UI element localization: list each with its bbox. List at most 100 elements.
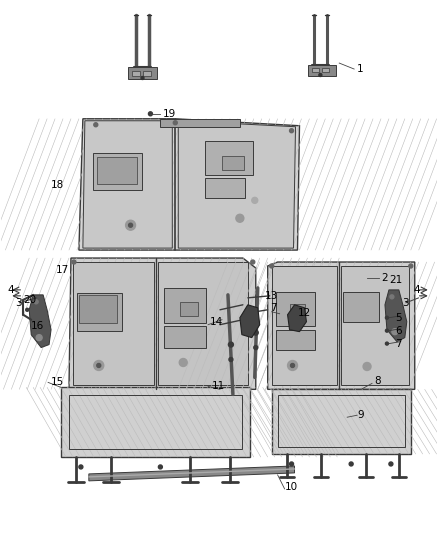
- Circle shape: [254, 345, 258, 350]
- Text: 21: 21: [389, 275, 402, 285]
- Circle shape: [392, 329, 398, 335]
- Circle shape: [94, 123, 98, 127]
- Bar: [222, 156, 244, 169]
- Circle shape: [229, 342, 233, 347]
- Bar: [73, 262, 155, 385]
- Circle shape: [409, 264, 413, 268]
- Circle shape: [97, 364, 101, 367]
- Circle shape: [34, 300, 38, 304]
- Text: 4: 4: [7, 285, 14, 295]
- Text: 15: 15: [51, 377, 64, 387]
- Text: 6: 6: [395, 326, 402, 336]
- Circle shape: [252, 197, 258, 203]
- Circle shape: [26, 308, 29, 311]
- Circle shape: [349, 462, 353, 466]
- Circle shape: [148, 112, 152, 116]
- Bar: [131, 71, 140, 76]
- Polygon shape: [178, 121, 296, 248]
- Bar: [97, 157, 137, 184]
- Circle shape: [363, 362, 371, 370]
- Bar: [322, 68, 329, 72]
- Bar: [180, 302, 198, 316]
- Bar: [276, 330, 315, 350]
- Circle shape: [36, 335, 42, 341]
- Bar: [164, 288, 206, 322]
- Text: 8: 8: [374, 376, 381, 386]
- Bar: [79, 295, 117, 322]
- Circle shape: [251, 260, 255, 264]
- Polygon shape: [89, 466, 294, 481]
- Bar: [61, 387, 250, 457]
- Bar: [144, 71, 152, 76]
- Circle shape: [236, 214, 244, 222]
- Bar: [276, 292, 315, 326]
- Bar: [93, 152, 142, 190]
- Text: 18: 18: [51, 181, 64, 190]
- Bar: [272, 266, 337, 385]
- Text: 16: 16: [31, 321, 44, 330]
- Circle shape: [390, 295, 394, 299]
- Text: 3: 3: [402, 298, 409, 308]
- Polygon shape: [83, 121, 172, 248]
- Bar: [160, 119, 240, 127]
- Bar: [343, 292, 379, 322]
- Circle shape: [290, 462, 293, 466]
- Bar: [272, 389, 411, 454]
- Circle shape: [94, 360, 104, 370]
- Text: 11: 11: [212, 382, 225, 391]
- Text: 19: 19: [162, 109, 176, 119]
- Polygon shape: [385, 290, 407, 342]
- Circle shape: [179, 359, 187, 367]
- Bar: [159, 262, 248, 385]
- Circle shape: [288, 360, 297, 370]
- Polygon shape: [79, 119, 300, 250]
- Circle shape: [290, 129, 293, 133]
- Polygon shape: [69, 258, 256, 389]
- Bar: [127, 67, 157, 79]
- Circle shape: [129, 223, 133, 227]
- Circle shape: [72, 260, 76, 264]
- Text: 2: 2: [381, 273, 388, 283]
- Bar: [312, 68, 319, 72]
- Text: 7: 7: [270, 303, 276, 313]
- Text: 10: 10: [285, 482, 298, 492]
- Bar: [308, 65, 336, 76]
- Circle shape: [253, 330, 258, 335]
- Polygon shape: [240, 305, 260, 337]
- Text: 12: 12: [297, 308, 311, 318]
- Text: 1: 1: [357, 64, 364, 74]
- Circle shape: [141, 77, 144, 79]
- Circle shape: [385, 329, 389, 332]
- Text: 7: 7: [395, 338, 402, 349]
- Text: 13: 13: [265, 291, 278, 301]
- Circle shape: [270, 264, 274, 268]
- Circle shape: [290, 364, 294, 367]
- Text: 20: 20: [23, 295, 36, 305]
- Bar: [205, 179, 245, 198]
- Bar: [205, 141, 253, 175]
- Bar: [290, 304, 305, 316]
- Circle shape: [79, 465, 83, 469]
- Bar: [278, 395, 405, 447]
- Polygon shape: [29, 295, 51, 348]
- Bar: [341, 266, 409, 385]
- Circle shape: [173, 121, 177, 125]
- Polygon shape: [288, 305, 307, 332]
- Bar: [77, 293, 122, 330]
- Circle shape: [229, 358, 233, 361]
- Text: 3: 3: [15, 298, 22, 308]
- Circle shape: [385, 342, 389, 345]
- Circle shape: [385, 316, 389, 319]
- Text: 4: 4: [414, 285, 420, 295]
- Text: 17: 17: [56, 265, 69, 275]
- Bar: [69, 395, 242, 449]
- Bar: [164, 326, 206, 348]
- Polygon shape: [268, 262, 415, 389]
- Text: 14: 14: [210, 317, 223, 327]
- Circle shape: [126, 220, 135, 230]
- Circle shape: [159, 465, 162, 469]
- Circle shape: [389, 462, 393, 466]
- Circle shape: [319, 74, 322, 77]
- Text: 9: 9: [357, 410, 364, 420]
- Text: 5: 5: [395, 313, 402, 323]
